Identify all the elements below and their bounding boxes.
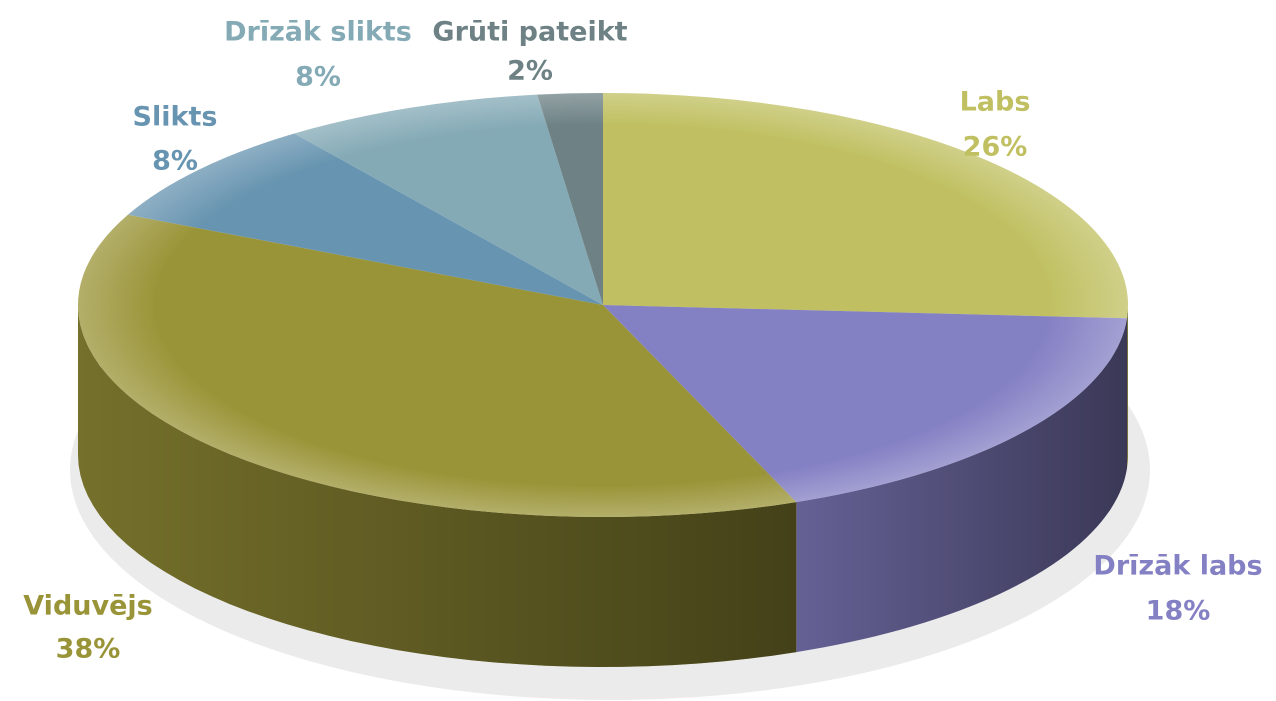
category-label: Grūti pateikt	[432, 17, 627, 48]
value-label: 8%	[295, 62, 341, 93]
category-label: Viduvējs	[23, 591, 152, 622]
value-label: 38%	[56, 634, 121, 665]
value-label: 8%	[152, 146, 198, 177]
side-shade	[796, 318, 1127, 653]
pie-tops	[78, 93, 1128, 517]
category-label: Labs	[960, 87, 1031, 118]
value-label: 2%	[507, 56, 553, 87]
pie-sides	[78, 305, 1128, 667]
side-shade	[78, 305, 797, 667]
top-glow	[78, 93, 1128, 517]
category-label: Slikts	[133, 102, 218, 133]
value-label: 18%	[1146, 596, 1211, 627]
labels: Labs 26% Drīzāk labs 18% Viduvējs 38% Slikts 8%…	[23, 17, 1262, 665]
category-label: Drīzāk slikts	[224, 17, 412, 48]
side-shade	[1127, 305, 1128, 469]
value-label: 26%	[963, 132, 1028, 163]
category-label: Drīzāk labs	[1093, 551, 1262, 582]
